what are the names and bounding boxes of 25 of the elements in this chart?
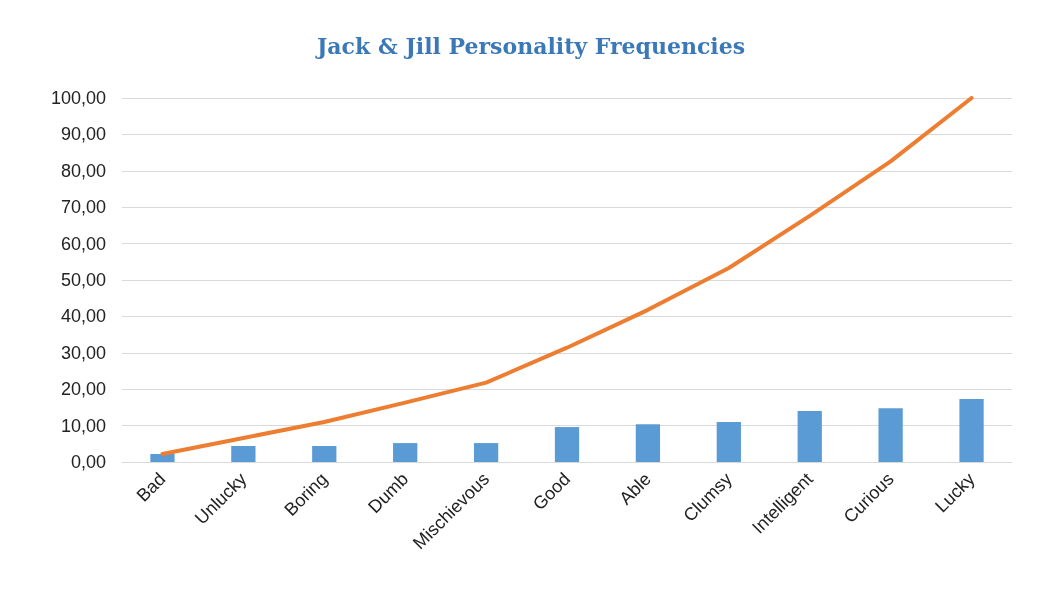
chart-title: Jack & Jill Personality Frequencies [314,33,746,59]
y-tick-label: 100,00 [50,88,106,108]
bar [635,424,661,462]
bar [878,408,903,462]
y-tick-label: 20,00 [60,379,106,400]
x-tick-label: Bad [132,468,170,506]
y-tick-label: 10,00 [60,415,106,436]
bar [393,443,418,462]
bar [959,399,984,462]
y-tick-label: 40,00 [60,306,106,327]
y-tick-label: 50,00 [60,270,106,290]
y-tick-label: 60,00 [60,233,106,254]
y-tick-label: 90,00 [60,124,106,145]
bar [312,445,337,462]
line-series [160,96,974,456]
y-tick-label: 30,00 [60,342,106,363]
bar [797,411,822,462]
bar [554,427,580,462]
y-tick-label: 70,00 [60,197,106,218]
y-tick-label: 0,00 [70,452,106,472]
bar [150,453,175,462]
bar [473,443,499,462]
y-tick-label: 80,00 [60,160,106,181]
bar [231,445,256,462]
bar [716,421,741,462]
